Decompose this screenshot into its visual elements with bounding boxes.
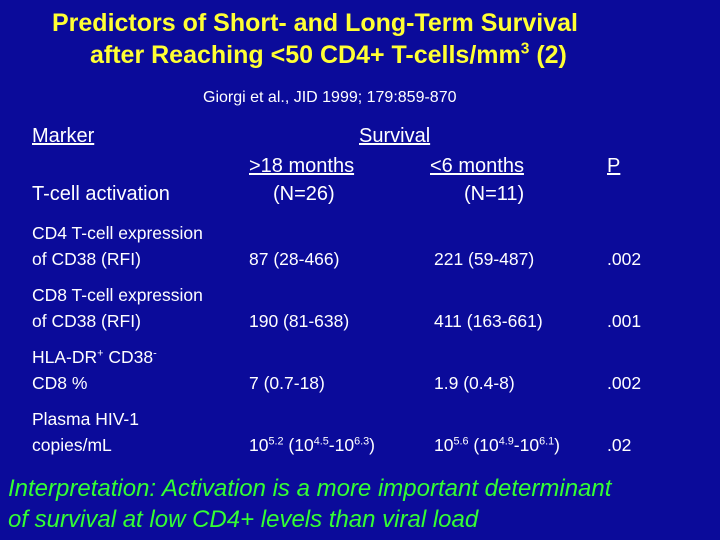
- cell-short: 105.6 (104.9-106.1): [434, 435, 560, 455]
- header-col-long: >18 months: [249, 155, 355, 177]
- row-label-line1: Plasma HIV-1: [32, 409, 139, 429]
- citation: Giorgi et al., JID 1999; 179:859-870: [203, 89, 457, 106]
- header-n-short: (N=11): [464, 183, 525, 205]
- cell-long: 87 (28-466): [249, 249, 340, 269]
- cell-short: 221 (59-487): [434, 249, 535, 269]
- header-col-p: P: [607, 155, 621, 177]
- row-label-line2: copies/mL: [32, 435, 112, 455]
- interpretation-line1: Interpretation: Activation is a more imp…: [8, 475, 612, 502]
- header-col-short: <6 months: [430, 155, 524, 177]
- interpretation-line2: of survival at low CD4+ levels than vira…: [8, 506, 479, 533]
- slide-title-line1: Predictors of Short- and Long-Term Survi…: [52, 9, 578, 37]
- row-label-line1: HLA-DR+ CD38-: [32, 347, 157, 367]
- row-label-line2: CD8 %: [32, 373, 88, 393]
- cell-short: 1.9 (0.4-8): [434, 373, 515, 393]
- cell-short: 411 (163-661): [434, 311, 543, 331]
- row-label-line2: of CD38 (RFI): [32, 311, 141, 331]
- cell-long: 7 (0.7-18): [249, 373, 325, 393]
- cell-long: 105.2 (104.5-106.3): [249, 435, 375, 455]
- header-row-label: T-cell activation: [32, 183, 170, 205]
- row-label-line1: CD8 T-cell expression: [32, 285, 203, 305]
- slide-title-line2: after Reaching <50 CD4+ T-cells/mm3 (2): [90, 40, 567, 69]
- header-survival: Survival: [359, 125, 431, 147]
- row-label-line2: of CD38 (RFI): [32, 249, 141, 269]
- cell-p: .002: [607, 373, 642, 393]
- cell-p: .02: [607, 435, 632, 455]
- row-label-line1: CD4 T-cell expression: [32, 223, 203, 243]
- cell-long: 190 (81-638): [249, 311, 350, 331]
- cell-p: .002: [607, 249, 642, 269]
- header-n-long: (N=26): [273, 183, 335, 205]
- cell-p: .001: [607, 311, 642, 331]
- header-marker: Marker: [32, 125, 95, 147]
